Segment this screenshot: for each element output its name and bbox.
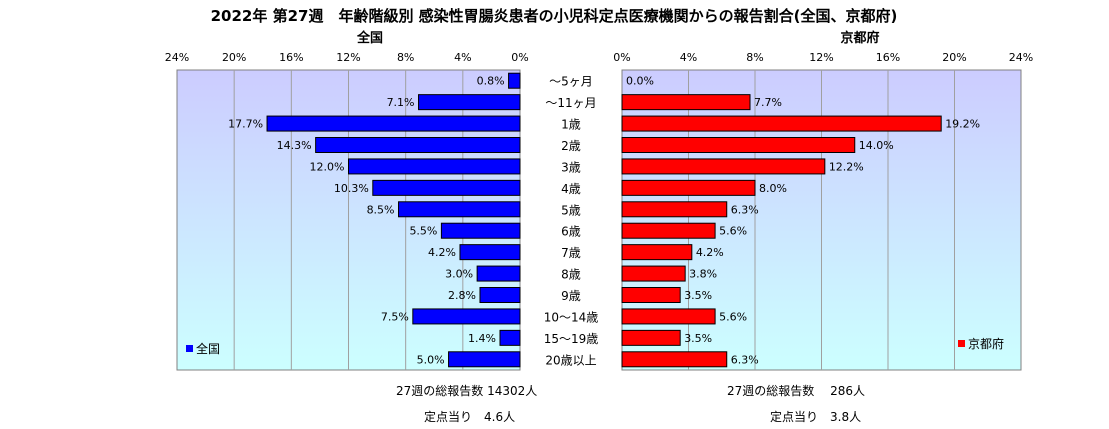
right-tick-label: 20% (942, 51, 966, 64)
national-bar (476, 265, 521, 282)
kyoto-bar (621, 137, 856, 153)
national-bar (448, 351, 521, 368)
kyoto-value-label: 3.8% (689, 268, 717, 281)
national-value-label: 5.0% (417, 353, 445, 366)
kyoto-value-label: 3.5% (684, 289, 712, 302)
kyoto-value-label: 8.0% (759, 182, 787, 195)
kyoto-per-site: 定点当り 3.8人 (770, 410, 862, 424)
kyoto-bar (621, 265, 686, 282)
kyoto-bar (621, 244, 693, 261)
kyoto-value-label: 3.5% (684, 332, 712, 345)
category-label: ～5ヶ月 (549, 75, 593, 89)
category-label: 6歳 (561, 225, 581, 239)
national-value-label: 8.5% (367, 203, 395, 216)
kyoto-bar (621, 329, 681, 346)
national-bar (372, 179, 521, 196)
category-label: 9歳 (561, 289, 581, 303)
national-value-label: 3.0% (445, 268, 473, 281)
left-tick-label: 8% (397, 51, 414, 64)
national-bar (508, 72, 521, 89)
category-label: 5歳 (561, 203, 581, 217)
kyoto-bar (621, 158, 826, 175)
right-tick-label: 0% (613, 51, 630, 64)
kyoto-bar (621, 287, 681, 303)
category-label: 1歳 (561, 118, 581, 132)
national-bar (459, 244, 521, 261)
left-tick-label: 12% (336, 51, 360, 64)
legend-national: 全国 (186, 340, 220, 357)
right-tick-label: 8% (746, 51, 763, 64)
kyoto-value-label: 5.6% (719, 310, 747, 323)
kyoto-value-label: 0.0% (626, 75, 654, 88)
kyoto-bar (621, 115, 942, 132)
national-value-label: 7.5% (381, 310, 409, 323)
legend-kyoto: 京都府 (958, 335, 1004, 352)
kyoto-value-label: 6.3% (731, 353, 759, 366)
kyoto-total-reports: 27週の総報告数 286人 (727, 384, 865, 398)
legend-national-swatch (186, 345, 193, 352)
kyoto-bar (621, 201, 728, 218)
category-label: 15～19歳 (544, 332, 599, 346)
legend-national-label: 全国 (196, 342, 221, 356)
national-bar (499, 329, 521, 346)
national-value-label: 7.1% (387, 96, 415, 109)
category-label: 8歳 (561, 268, 581, 282)
national-value-label: 0.8% (477, 75, 505, 88)
national-value-label: 1.4% (468, 332, 496, 345)
national-value-label: 14.3% (277, 139, 312, 152)
national-bar (412, 308, 521, 325)
category-label: 20歳以上 (545, 353, 596, 367)
kyoto-bar (621, 308, 716, 325)
national-total-reports: 27週の総報告数 14302人 (396, 384, 538, 398)
category-label: 4歳 (561, 182, 581, 196)
kyoto-value-label: 4.2% (696, 246, 724, 259)
category-label: 7歳 (561, 246, 581, 260)
kyoto-value-label: 5.6% (719, 225, 747, 238)
left-tick-label: 20% (222, 51, 246, 64)
kyoto-bar (621, 222, 716, 239)
national-bar (418, 94, 521, 111)
right-tick-label: 16% (876, 51, 900, 64)
national-bar (315, 137, 521, 153)
right-tick-label: 24% (1009, 51, 1033, 64)
national-value-label: 10.3% (334, 182, 369, 195)
kyoto-bar (621, 351, 728, 368)
category-label: 10～14歳 (544, 310, 599, 324)
category-label: 3歳 (561, 160, 581, 174)
national-value-label: 5.5% (409, 225, 437, 238)
national-value-label: 4.2% (428, 246, 456, 259)
legend-kyoto-swatch (958, 340, 965, 347)
right-tick-label: 12% (809, 51, 833, 64)
left-tick-label: 16% (279, 51, 303, 64)
national-value-label: 2.8% (448, 289, 476, 302)
national-bar (348, 158, 521, 175)
national-bar (266, 115, 521, 132)
right-tick-label: 4% (680, 51, 697, 64)
national-per-site: 定点当り 4.6人 (424, 410, 516, 424)
kyoto-bar (621, 179, 756, 196)
category-label: ～11ヶ月 (545, 96, 596, 110)
left-tick-label: 24% (165, 51, 189, 64)
kyoto-value-label: 19.2% (945, 118, 980, 131)
national-value-label: 12.0% (310, 160, 345, 173)
left-tick-label: 4% (454, 51, 471, 64)
kyoto-value-label: 6.3% (731, 203, 759, 216)
chart-title: 2022年 第27週 年齢階級別 感染性胃腸炎患者の小児科定点医療機関からの報告… (211, 7, 898, 25)
left-panel-title: 全国 (356, 30, 383, 46)
left-tick-label: 0% (511, 51, 528, 64)
national-bar (440, 222, 521, 239)
kyoto-value-label: 12.2% (829, 160, 864, 173)
national-bar (398, 201, 521, 218)
kyoto-bar (621, 94, 751, 111)
kyoto-value-label: 14.0% (859, 139, 894, 152)
national-bar (479, 287, 521, 303)
kyoto-value-label: 7.7% (754, 96, 782, 109)
right-panel-title: 京都府 (840, 30, 879, 46)
national-value-label: 17.7% (228, 118, 263, 131)
legend-kyoto-label: 京都府 (968, 337, 1005, 351)
category-label: 2歳 (561, 139, 581, 153)
